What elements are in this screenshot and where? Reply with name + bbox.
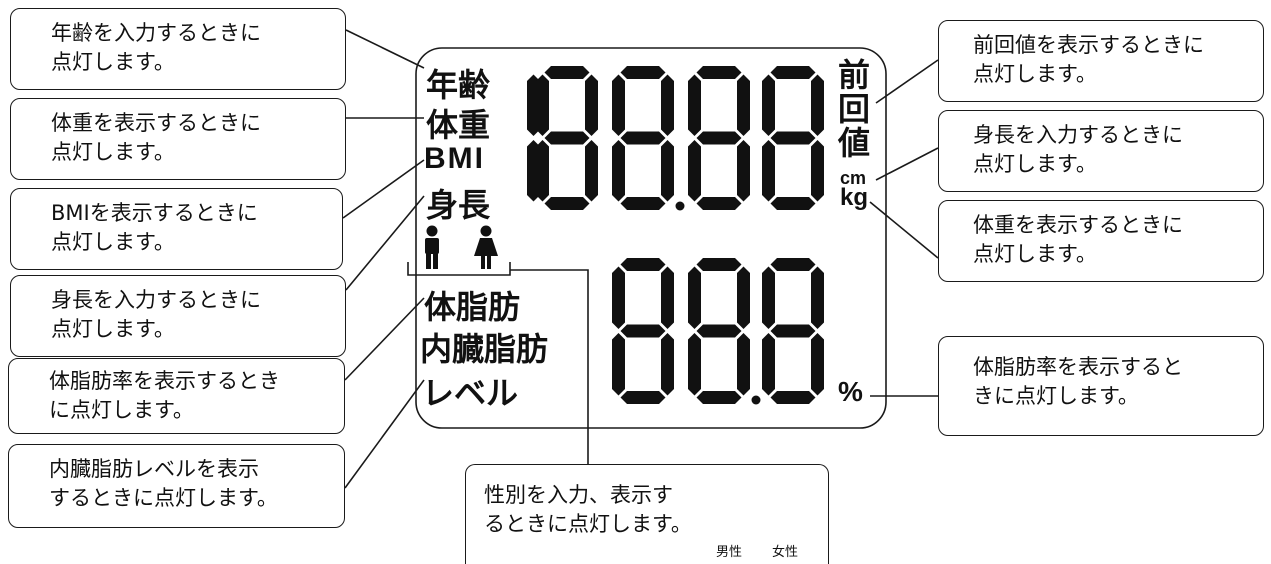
upper-seven-segment-display bbox=[527, 66, 824, 211]
digit-upper-4-segment-f bbox=[762, 74, 775, 136]
percent-unit: % bbox=[838, 376, 863, 407]
digit-lower-0-segment-a bbox=[620, 258, 666, 271]
digit-lower-2-segment-d bbox=[770, 391, 816, 404]
callout-height: 身長を入力するときに 点灯します。 bbox=[10, 275, 346, 357]
female-caption: 女性 bbox=[772, 545, 799, 560]
gender-callout-text: 性別を入力、表示す るときに点灯します。 bbox=[484, 483, 692, 536]
leader-body-fat bbox=[344, 297, 425, 381]
digit-upper-3-segment-b bbox=[737, 74, 750, 136]
callout-visceral-fat: 内臓脂肪レベルを表示 するときに点灯します。 bbox=[8, 444, 345, 528]
digit-upper-4-segment-g bbox=[770, 131, 816, 145]
leader-previous-value bbox=[875, 59, 939, 104]
upper bbox=[675, 201, 685, 211]
lower-seven-segment-display bbox=[612, 258, 824, 405]
callout-bmi: BMIを表示するときに 点灯します。 bbox=[10, 188, 343, 270]
digit-lower-0-segment-f bbox=[612, 266, 625, 329]
digit-upper-2-segment-e bbox=[612, 140, 625, 202]
cm-unit: cm bbox=[840, 168, 867, 188]
callout-height-cm: 身長を入力するときに 点灯します。 bbox=[938, 110, 1264, 192]
digit-upper-4-segment-d bbox=[770, 197, 816, 210]
digit-upper-1-segment-e bbox=[536, 140, 549, 202]
leader-visceral-fat bbox=[344, 379, 425, 489]
leader-kg bbox=[869, 201, 939, 259]
digit-upper-4-segment-a bbox=[770, 66, 816, 79]
digit-lower-1-segment-c bbox=[737, 333, 750, 396]
digit-upper-3-segment-g bbox=[696, 131, 742, 145]
digit-lower-1-segment-d bbox=[696, 391, 742, 404]
digit-upper-1-segment-b bbox=[585, 74, 598, 136]
digit-upper-2-segment-a bbox=[620, 66, 666, 79]
digit-upper-1-segment-d bbox=[544, 197, 590, 210]
callout-body-fat-percent: 体脂肪率を表示すると きに点灯します。 bbox=[938, 336, 1264, 436]
digit-upper-4-segment-b bbox=[811, 74, 824, 136]
digit-upper-2-segment-f bbox=[612, 74, 625, 136]
digit-lower-1-segment-b bbox=[737, 266, 750, 329]
digit-lower-0-segment-d bbox=[620, 391, 666, 404]
digit-lower-0-segment-b bbox=[661, 266, 674, 329]
digit-lower-2-segment-f bbox=[762, 266, 775, 329]
digit-lower-1-segment-f bbox=[688, 266, 701, 329]
lower bbox=[751, 395, 761, 405]
age-label: 年齢 bbox=[426, 66, 491, 104]
digit-upper-2-segment-g bbox=[620, 131, 666, 145]
leader-age bbox=[345, 29, 425, 69]
digit-upper-2-segment-b bbox=[661, 74, 674, 136]
digit-upper-3-segment-c bbox=[737, 140, 750, 202]
digit-upper-4-segment-e bbox=[762, 140, 775, 202]
leader-cm bbox=[875, 147, 939, 181]
callout-body-fat: 体脂肪率を表示するとき に点灯します。 bbox=[8, 358, 345, 434]
digit-upper-1-segment-f bbox=[536, 74, 549, 136]
previous-value-label: 前回値 bbox=[838, 56, 871, 162]
digit-lower-2-segment-c bbox=[811, 333, 824, 396]
male-icon bbox=[425, 225, 439, 269]
digit-upper-1-segment-g bbox=[544, 131, 590, 145]
callout-weight: 体重を表示するときに 点灯します。 bbox=[10, 98, 346, 180]
callout-weight-kg: 体重を表示するときに 点灯します。 bbox=[938, 200, 1264, 282]
digit-upper-3-segment-e bbox=[688, 140, 701, 202]
callout-age: 年齢を入力するときに 点灯します。 bbox=[10, 8, 346, 90]
leader-height bbox=[345, 195, 425, 291]
height-label: 身長 bbox=[426, 186, 491, 224]
digit-upper-4-segment-c bbox=[811, 140, 824, 202]
digit-lower-2-segment-b bbox=[811, 266, 824, 329]
gender-bracket bbox=[407, 262, 511, 276]
digit-upper-3-segment-f bbox=[688, 74, 701, 136]
weight-label: 体重 bbox=[426, 106, 491, 144]
digit-lower-1-segment-e bbox=[688, 333, 701, 396]
digit-lower-2-segment-a bbox=[770, 258, 816, 271]
digit-upper-1-segment-c bbox=[585, 140, 598, 202]
female-icon bbox=[474, 225, 498, 269]
visceral-level-label: レベル bbox=[422, 374, 519, 412]
digit-lower-0-segment-e bbox=[612, 333, 625, 396]
body-fat-label: 体脂肪 bbox=[424, 288, 521, 326]
digit-upper-3-segment-a bbox=[696, 66, 742, 79]
digit-lower-1-segment-a bbox=[696, 258, 742, 271]
leader-bmi bbox=[342, 159, 425, 219]
callout-gender: 性別を入力、表示す るときに点灯します。 男性 女性 bbox=[465, 464, 829, 564]
digit-upper-3-segment-d bbox=[696, 197, 742, 210]
visceral-fat-label: 内臓脂肪 bbox=[420, 330, 549, 368]
digit-lower-2-segment-e bbox=[762, 333, 775, 396]
digit-upper-2-segment-c bbox=[661, 140, 674, 202]
kg-unit: kg bbox=[840, 184, 869, 211]
lcd-frame bbox=[415, 47, 887, 429]
digit-lower-1-segment-g bbox=[696, 324, 742, 338]
male-caption: 男性 bbox=[716, 545, 743, 560]
digit-lower-2-segment-g bbox=[770, 324, 816, 338]
digit-upper-2-segment-d bbox=[620, 197, 666, 210]
callout-previous-value: 前回値を表示するときに 点灯します。 bbox=[938, 20, 1264, 102]
digit-lower-0-segment-c bbox=[661, 333, 674, 396]
digit-upper-1-segment-a bbox=[544, 66, 590, 79]
leader-gender bbox=[510, 269, 589, 466]
digit-lower-0-segment-g bbox=[620, 324, 666, 338]
bmi-label: BMI bbox=[424, 142, 485, 175]
